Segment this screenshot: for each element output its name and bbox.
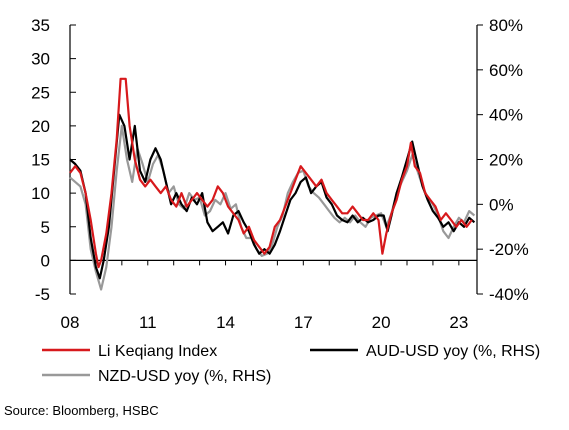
- plot-area: [69, 77, 476, 291]
- x-tick-label: 08: [61, 313, 80, 332]
- left-tick-label: 0: [41, 251, 50, 270]
- legend: Li Keqiang Index AUD-USD yoy (%, RHS) NZD-…: [42, 343, 540, 385]
- x-tick-label: 20: [372, 313, 391, 332]
- legend-label: NZD-USD yoy (%, RHS): [98, 368, 271, 385]
- legend-label: AUD-USD yoy (%, RHS): [366, 343, 540, 360]
- left-tick-label: 30: [31, 50, 50, 69]
- x-tick-label: 14: [216, 313, 235, 332]
- left-tick-label: 25: [31, 83, 50, 102]
- left-tick-label: 5: [41, 218, 50, 237]
- right-tick-label: -40%: [489, 285, 529, 304]
- legend-label: Li Keqiang Index: [98, 343, 217, 360]
- x-axis: 08 11 14 17 20 23: [61, 259, 477, 332]
- x-tick-label: 11: [139, 313, 157, 332]
- right-tick-label: 20%: [489, 151, 523, 170]
- x-tick-label: 17: [294, 313, 313, 332]
- source-note: Source: Bloomberg, HSBC: [4, 403, 159, 418]
- series-line-li-keqiang-index: [69, 77, 473, 269]
- right-tick-label: 40%: [489, 106, 523, 125]
- right-tick-label: 80%: [489, 16, 523, 35]
- right-tick-label: 60%: [489, 61, 523, 80]
- right-axis: -40% -20% 0% 20% 40% 60% 80%: [476, 16, 529, 304]
- left-axis: -5 0 5 10 15 20 25 30 35: [31, 16, 76, 304]
- series-line-aud-usd-yoy-rhs: [69, 113, 476, 280]
- x-tick-label: 23: [449, 313, 468, 332]
- left-tick-label: 10: [31, 184, 50, 203]
- right-tick-label: -20%: [489, 240, 529, 259]
- left-tick-label: 20: [31, 117, 50, 136]
- right-tick-label: 0%: [489, 195, 514, 214]
- left-tick-label: 35: [31, 16, 50, 35]
- left-tick-label: 15: [31, 151, 50, 170]
- left-tick-label: -5: [35, 285, 50, 304]
